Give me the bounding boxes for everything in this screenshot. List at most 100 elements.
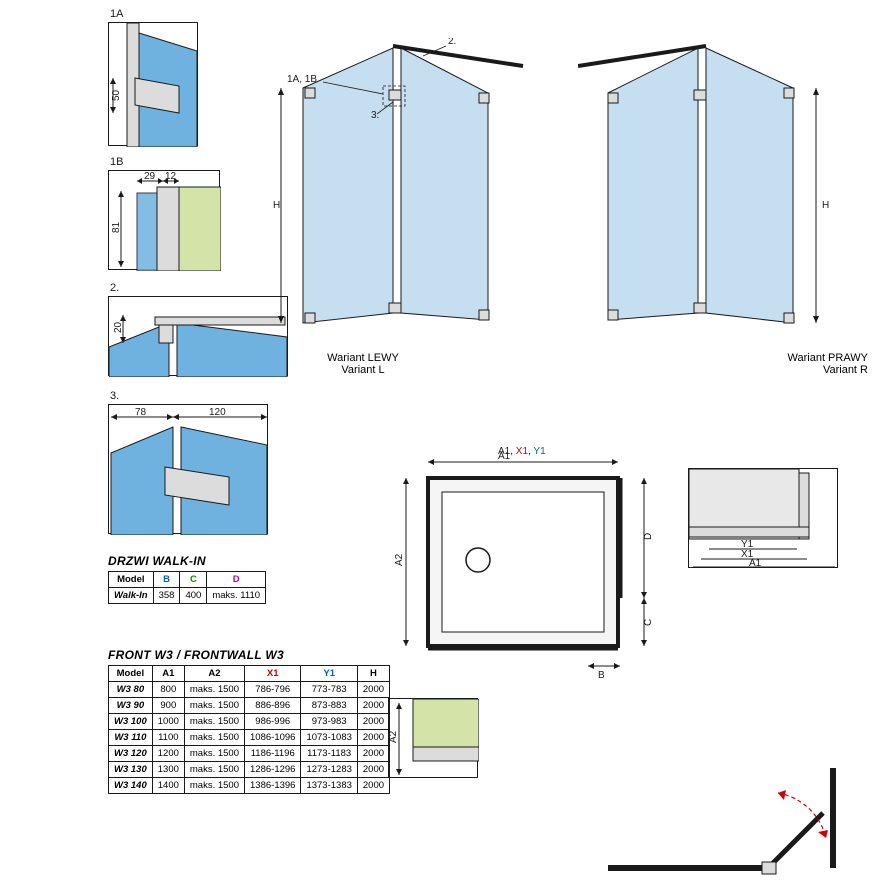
- svg-text:A2: A2: [389, 730, 399, 743]
- th-y1: Y1: [301, 666, 357, 682]
- detail-1b-label: 1B: [110, 156, 123, 168]
- td-c: 400: [180, 588, 207, 604]
- td-x1: 1286-1296: [245, 762, 301, 778]
- svg-text:1A, 1B: 1A, 1B: [287, 74, 317, 85]
- td-model: W3 120: [109, 746, 153, 762]
- td-h: 2000: [357, 730, 389, 746]
- variant-left-caption: Wariant LEWY Variant L: [288, 352, 438, 376]
- td-a2: maks. 1500: [184, 698, 244, 714]
- td-a2: maks. 1500: [184, 762, 244, 778]
- td-x1: 1386-1396: [245, 778, 301, 794]
- th-x1: X1: [245, 666, 301, 682]
- table-walkin-wrap: DRZWI WALK-IN Model B C D Walk-In 358 40…: [108, 554, 266, 604]
- table-row: W3 1301300maks. 15001286-12961273-128320…: [109, 762, 390, 778]
- td-a1: 1000: [152, 714, 184, 730]
- table-walkin: Model B C D Walk-In 358 400 maks. 1110: [108, 571, 266, 604]
- td-h: 2000: [357, 762, 389, 778]
- td-model: W3 140: [109, 778, 153, 794]
- th-a2: A2: [184, 666, 244, 682]
- td-a1: 1300: [152, 762, 184, 778]
- detail-3: 78 120 50: [108, 404, 268, 534]
- plan-side-detail: A2: [388, 698, 478, 778]
- variant-left-line2: Variant L: [288, 364, 438, 376]
- detail-2: 20: [108, 296, 288, 376]
- technical-drawing-page: 1A 50 1B 29 12: [8, 8, 884, 884]
- td-a1: 1200: [152, 746, 184, 762]
- td-x1: 786-796: [245, 682, 301, 698]
- svg-text:B: B: [598, 670, 605, 678]
- detail-3-label: 3.: [110, 390, 119, 402]
- svg-text:D: D: [643, 533, 654, 540]
- svg-text:12: 12: [165, 171, 177, 182]
- td-a2: maks. 1500: [184, 778, 244, 794]
- svg-text:A1: A1: [749, 558, 762, 569]
- svg-text:29: 29: [144, 171, 156, 182]
- table-walkin-title: DRZWI WALK-IN: [108, 554, 266, 568]
- td-h: 2000: [357, 698, 389, 714]
- plan-dim-a1: A1: [498, 446, 510, 457]
- td-y1: 1073-1083: [301, 730, 357, 746]
- detail-2-label: 2.: [110, 282, 119, 294]
- svg-text:3.: 3.: [371, 110, 379, 121]
- svg-text:20: 20: [113, 321, 124, 333]
- table-row: W3 1001000maks. 1500986-996973-9832000: [109, 714, 390, 730]
- table-front-wrap: FRONT W3 / FRONTWALL W3 Model A1 A2 X1 Y…: [108, 648, 390, 794]
- td-model: W3 130: [109, 762, 153, 778]
- th-model: Model: [109, 572, 154, 588]
- svg-text:78: 78: [135, 407, 147, 418]
- td-d: maks. 1110: [207, 588, 266, 604]
- svg-text:50: 50: [109, 479, 112, 491]
- td-h: 2000: [357, 746, 389, 762]
- td-a2: maks. 1500: [184, 714, 244, 730]
- th-b: B: [153, 572, 180, 588]
- td-y1: 1173-1183: [301, 746, 357, 762]
- plan-view: A1 A2 D C: [388, 448, 668, 681]
- td-x1: 1186-1196: [245, 746, 301, 762]
- table-row: W3 1201200maks. 15001186-11961173-118320…: [109, 746, 390, 762]
- plan-dim-x1: X1: [516, 446, 528, 457]
- th-h: H: [357, 666, 389, 682]
- td-model: W3 90: [109, 698, 153, 714]
- table-row: W3 1101100maks. 15001086-10961073-108320…: [109, 730, 390, 746]
- td-a2: maks. 1500: [184, 682, 244, 698]
- td-y1: 1373-1383: [301, 778, 357, 794]
- td-x1: 886-896: [245, 698, 301, 714]
- detail-1b: 29 12 81: [108, 170, 220, 270]
- table-row: Walk-In 358 400 maks. 1110: [109, 588, 266, 604]
- td-a1: 1100: [152, 730, 184, 746]
- table-row: Model A1 A2 X1 Y1 H: [109, 666, 390, 682]
- variant-right-line2: Variant R: [718, 364, 868, 376]
- th-model: Model: [109, 666, 153, 682]
- detail-1a: 50: [108, 22, 198, 146]
- th-c: C: [180, 572, 207, 588]
- td-b: 358: [153, 588, 180, 604]
- svg-text:H: H: [273, 200, 280, 211]
- svg-text:C: C: [643, 619, 654, 626]
- td-model: W3 110: [109, 730, 153, 746]
- td-y1: 1273-1283: [301, 762, 357, 778]
- variant-right-caption: Wariant PRAWY Variant R: [718, 352, 868, 376]
- td-a2: maks. 1500: [184, 746, 244, 762]
- td-a1: 900: [152, 698, 184, 714]
- td-model: Walk-In: [109, 588, 154, 604]
- plan-dim-y1: Y1: [533, 446, 545, 457]
- table-row: Model B C D: [109, 572, 266, 588]
- door-swing-diagram: [608, 768, 838, 881]
- td-x1: 1086-1096: [245, 730, 301, 746]
- variant-right-line1: Wariant PRAWY: [718, 352, 868, 364]
- td-a2: maks. 1500: [184, 730, 244, 746]
- table-front: Model A1 A2 X1 Y1 H W3 80800maks. 150078…: [108, 665, 390, 794]
- plan-corner-detail: Y1 X1 A1: [688, 468, 838, 568]
- svg-text:81: 81: [111, 221, 122, 233]
- svg-text:120: 120: [209, 407, 226, 418]
- table-row: W3 1401400maks. 15001386-13961373-138320…: [109, 778, 390, 794]
- td-h: 2000: [357, 778, 389, 794]
- variant-left-drawing: H 2. 1A, 1B 3.: [263, 38, 533, 351]
- variant-right-drawing: H: [578, 38, 838, 351]
- td-y1: 973-983: [301, 714, 357, 730]
- td-h: 2000: [357, 682, 389, 698]
- variant-left-line1: Wariant LEWY: [288, 352, 438, 364]
- th-a1: A1: [152, 666, 184, 682]
- table-front-title: FRONT W3 / FRONTWALL W3: [108, 648, 390, 662]
- td-y1: 873-883: [301, 698, 357, 714]
